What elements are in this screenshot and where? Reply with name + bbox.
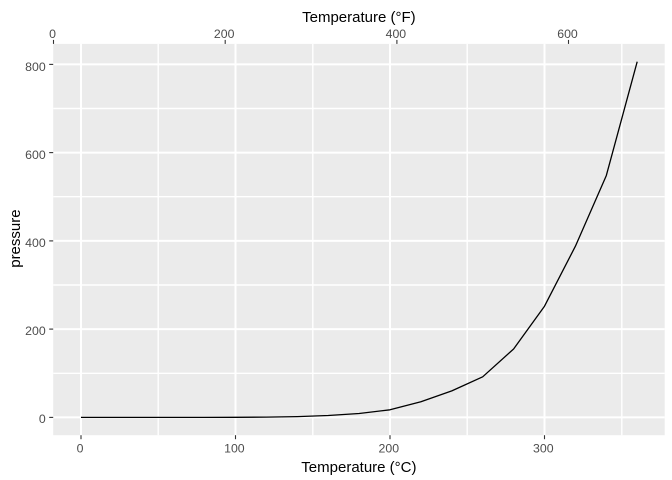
svg-text:Temperature (°C): Temperature (°C) <box>301 459 416 476</box>
svg-text:pressure: pressure <box>7 209 24 267</box>
svg-text:0: 0 <box>77 442 84 456</box>
svg-text:300: 300 <box>533 442 554 456</box>
svg-text:600: 600 <box>557 27 578 41</box>
svg-text:200: 200 <box>379 442 400 456</box>
svg-text:0: 0 <box>39 412 46 426</box>
svg-text:Temperature (°F): Temperature (°F) <box>302 9 416 26</box>
svg-text:200: 200 <box>25 324 46 338</box>
svg-text:200: 200 <box>214 27 235 41</box>
svg-text:600: 600 <box>25 148 46 162</box>
svg-text:0: 0 <box>49 27 56 41</box>
svg-text:800: 800 <box>25 60 46 74</box>
svg-text:400: 400 <box>25 236 46 250</box>
svg-text:400: 400 <box>386 27 407 41</box>
svg-text:100: 100 <box>224 442 245 456</box>
